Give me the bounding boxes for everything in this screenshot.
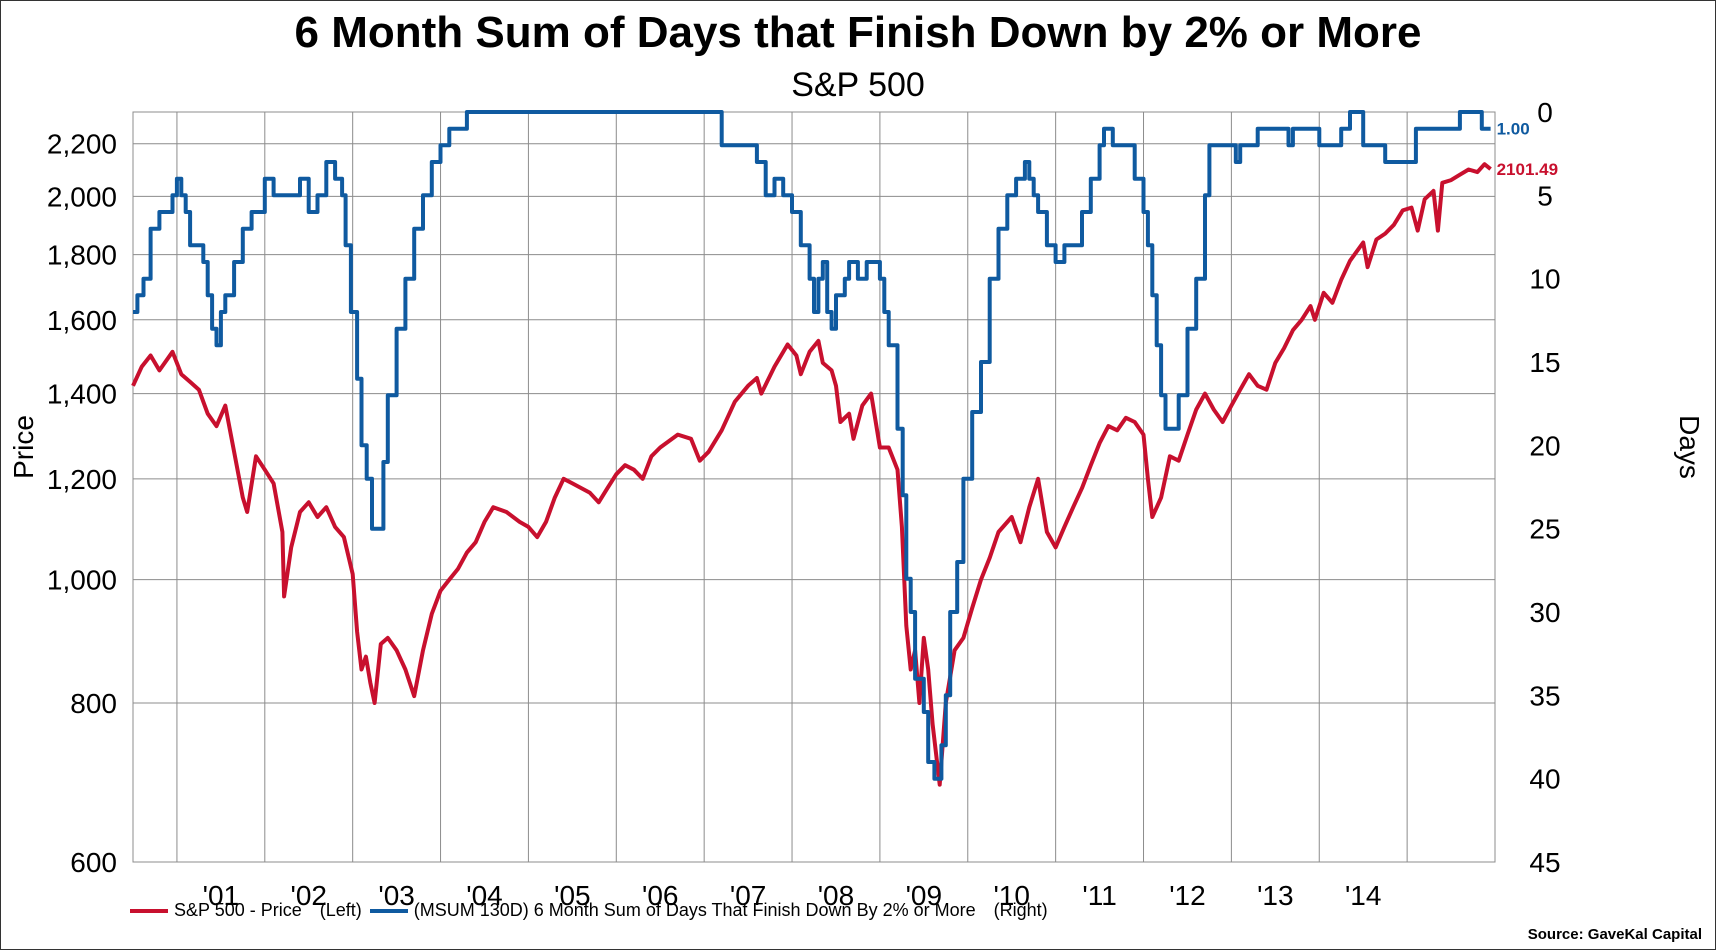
x-tick-label: '06: [642, 880, 679, 911]
y-left-tick-label: 1,000: [47, 565, 117, 596]
end-label-days: 1.00: [1497, 120, 1530, 139]
legend-item-price: S&P 500 - Price (Left): [130, 900, 362, 921]
chart-title: 6 Month Sum of Days that Finish Down by …: [294, 8, 1422, 57]
end-label-price: 2101.49: [1497, 160, 1558, 179]
y-axis-right-title: Days: [1674, 415, 1705, 479]
x-tick-label: '08: [818, 880, 855, 911]
y-right-tick-label: 0: [1537, 97, 1553, 128]
legend-swatch-days: [369, 908, 408, 913]
y-left-tick-label: 1,400: [47, 379, 117, 410]
legend-label-price: S&P 500 - Price: [174, 900, 302, 920]
legend: S&P 500 - Price (Left) (MSUM 130D) 6 Mon…: [130, 900, 1056, 921]
x-tick-label: '01: [203, 880, 240, 911]
x-tick-label: '14: [1345, 880, 1382, 911]
y-right-tick-label: 10: [1529, 264, 1560, 295]
y-right-tick-label: 40: [1529, 764, 1560, 795]
y-right-tick-label: 5: [1537, 180, 1553, 211]
y-right-tick-label: 15: [1529, 347, 1560, 378]
y-left-tick-label: 800: [70, 688, 117, 719]
x-tick-label: '07: [730, 880, 767, 911]
series-layer: 2101.49 1.00: [131, 110, 1558, 787]
legend-item-days: (MSUM 130D) 6 Month Sum of Days That Fin…: [369, 900, 1048, 921]
x-tick-label: '12: [1169, 880, 1206, 911]
plot-border: [132, 111, 1496, 863]
y-right-tick-label: 45: [1529, 847, 1560, 878]
legend-swatch-price: [130, 908, 168, 913]
y-left-tick-label: 2,200: [47, 129, 117, 160]
grid-lines: [132, 111, 1496, 863]
legend-axis-days: (Right): [993, 900, 1048, 920]
legend-label-days: (MSUM 130D) 6 Month Sum of Days That Fin…: [413, 900, 976, 920]
x-tick-label: '05: [554, 880, 591, 911]
x-axis-ticks: '01 '02 '03 '04 '05 '06 '07 '08 '09 '10 '11 '12 '13 '…: [203, 880, 1382, 911]
x-tick-label: '04: [466, 880, 503, 911]
left-axis-ticks: 600 800 1,000 1,200 1,400 1,600 1,800 2,000 2,20…: [47, 129, 117, 878]
y-left-tick-label: 1,800: [47, 240, 117, 271]
y-left-tick-label: 1,600: [47, 305, 117, 336]
x-tick-label: '09: [906, 880, 943, 911]
series-line-price: [131, 162, 1492, 787]
y-left-tick-label: 1,200: [47, 464, 117, 495]
y-right-tick-label: 30: [1529, 597, 1560, 628]
y-right-tick-label: 25: [1529, 514, 1560, 545]
y-left-tick-label: 600: [70, 847, 117, 878]
source-note: Source: GaveKal Capital: [1527, 926, 1702, 943]
series-line-days: [133, 110, 1491, 781]
y-right-tick-label: 35: [1529, 680, 1560, 711]
x-tick-label: '10: [993, 880, 1030, 911]
x-tick-label: '11: [1082, 880, 1116, 911]
x-tick-label: '13: [1257, 880, 1294, 911]
legend-axis-price: (Left): [319, 900, 362, 920]
y-left-tick-label: 2,000: [47, 181, 117, 212]
right-axis-ticks: 0 5 10 15 20 25 30 35 40 45: [1529, 97, 1560, 878]
x-tick-label: '03: [378, 880, 415, 911]
y-right-tick-label: 20: [1529, 430, 1560, 461]
x-tick-label: '02: [290, 880, 327, 911]
y-axis-left-title: Price: [8, 415, 39, 479]
chart-subtitle: S&P 500: [791, 66, 925, 104]
